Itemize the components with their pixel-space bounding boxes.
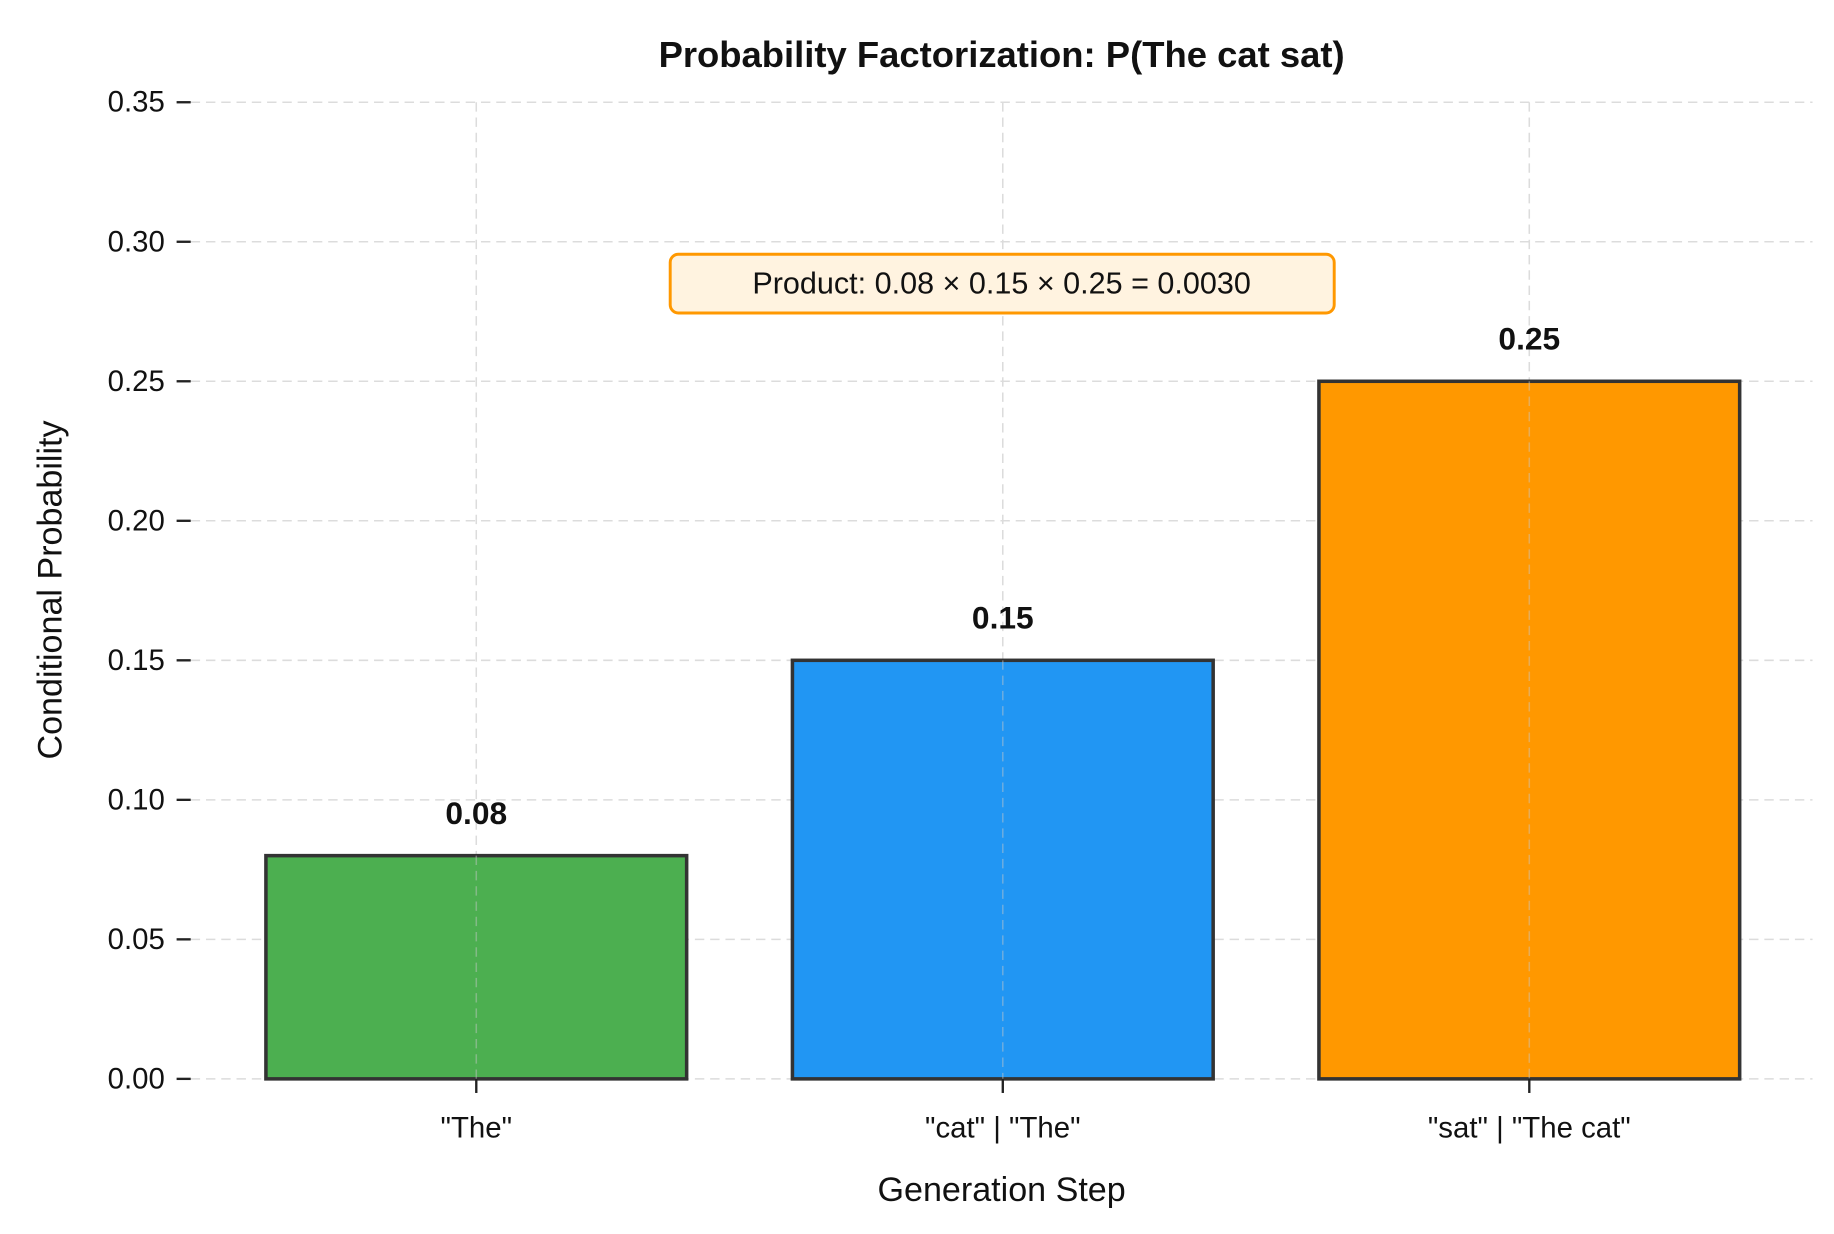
x-tick-label: "The" [441,1112,512,1145]
y-tick-label: 0.30 [108,225,165,258]
annotation: Product: 0.08 × 0.15 × 0.25 = 0.0030 [668,252,1336,315]
data-label: 0.25 [1498,321,1560,357]
annotation-box [668,252,1336,315]
y-tick-label: 0.15 [108,644,165,677]
annotation-text: Product: 0.08 × 0.15 × 0.25 = 0.0030 [752,267,1250,301]
data-labels: 0.08 0.15 0.25 [445,321,1560,831]
x-tick-label: "sat" | "The cat" [1428,1112,1631,1145]
y-axis-label: Conditional Probability [31,420,69,759]
bar [264,853,689,1081]
y-tick-label: 0.05 [108,923,165,956]
y-tick-label: 0.10 [108,783,165,816]
y-axis: 0.00 0.05 0.10 0.15 0.20 0.25 0.30 0.35 [108,86,191,1095]
bar [1317,379,1742,1081]
y-tick-label: 0.20 [108,504,165,537]
x-axis: "The" "cat" | "The" "sat" | "The cat" [441,1078,1631,1145]
data-label: 0.08 [445,795,507,831]
x-axis-label: Generation Step [878,1171,1126,1209]
y-tick-label: 0.00 [108,1062,165,1095]
y-tick-label: 0.25 [108,365,165,398]
data-label: 0.15 [972,600,1034,636]
bar [790,658,1215,1081]
y-tick-label: 0.35 [108,86,165,119]
bars [264,379,1742,1081]
x-tick-label: "cat" | "The" [925,1112,1080,1145]
chart-title: Probability Factorization: P(The cat sat… [659,34,1345,75]
